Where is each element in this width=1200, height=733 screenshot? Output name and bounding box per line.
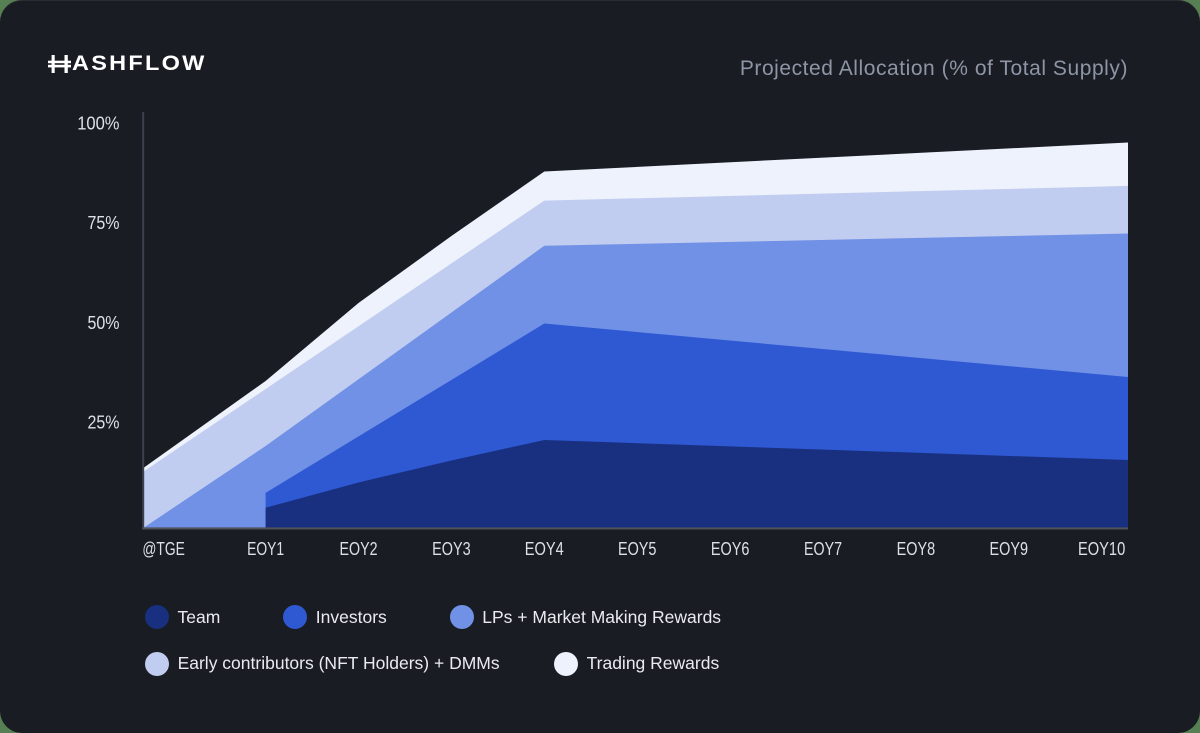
svg-text:@TGE: @TGE [142,539,185,559]
svg-text:100%: 100% [77,112,119,133]
svg-text:EOY1: EOY1 [247,539,284,559]
svg-text:25%: 25% [88,412,120,433]
svg-text:EOY8: EOY8 [897,539,936,559]
svg-text:EOY7: EOY7 [804,539,842,559]
svg-text:EOY3: EOY3 [432,539,471,559]
svg-text:EOY5: EOY5 [618,539,657,559]
svg-text:EOY4: EOY4 [525,539,564,559]
svg-text:75%: 75% [88,212,120,233]
svg-text:EOY6: EOY6 [711,539,750,559]
svg-text:EOY2: EOY2 [340,539,378,559]
svg-text:50%: 50% [88,312,120,333]
svg-text:EOY9: EOY9 [990,539,1029,559]
svg-text:EOY10: EOY10 [1078,539,1125,559]
